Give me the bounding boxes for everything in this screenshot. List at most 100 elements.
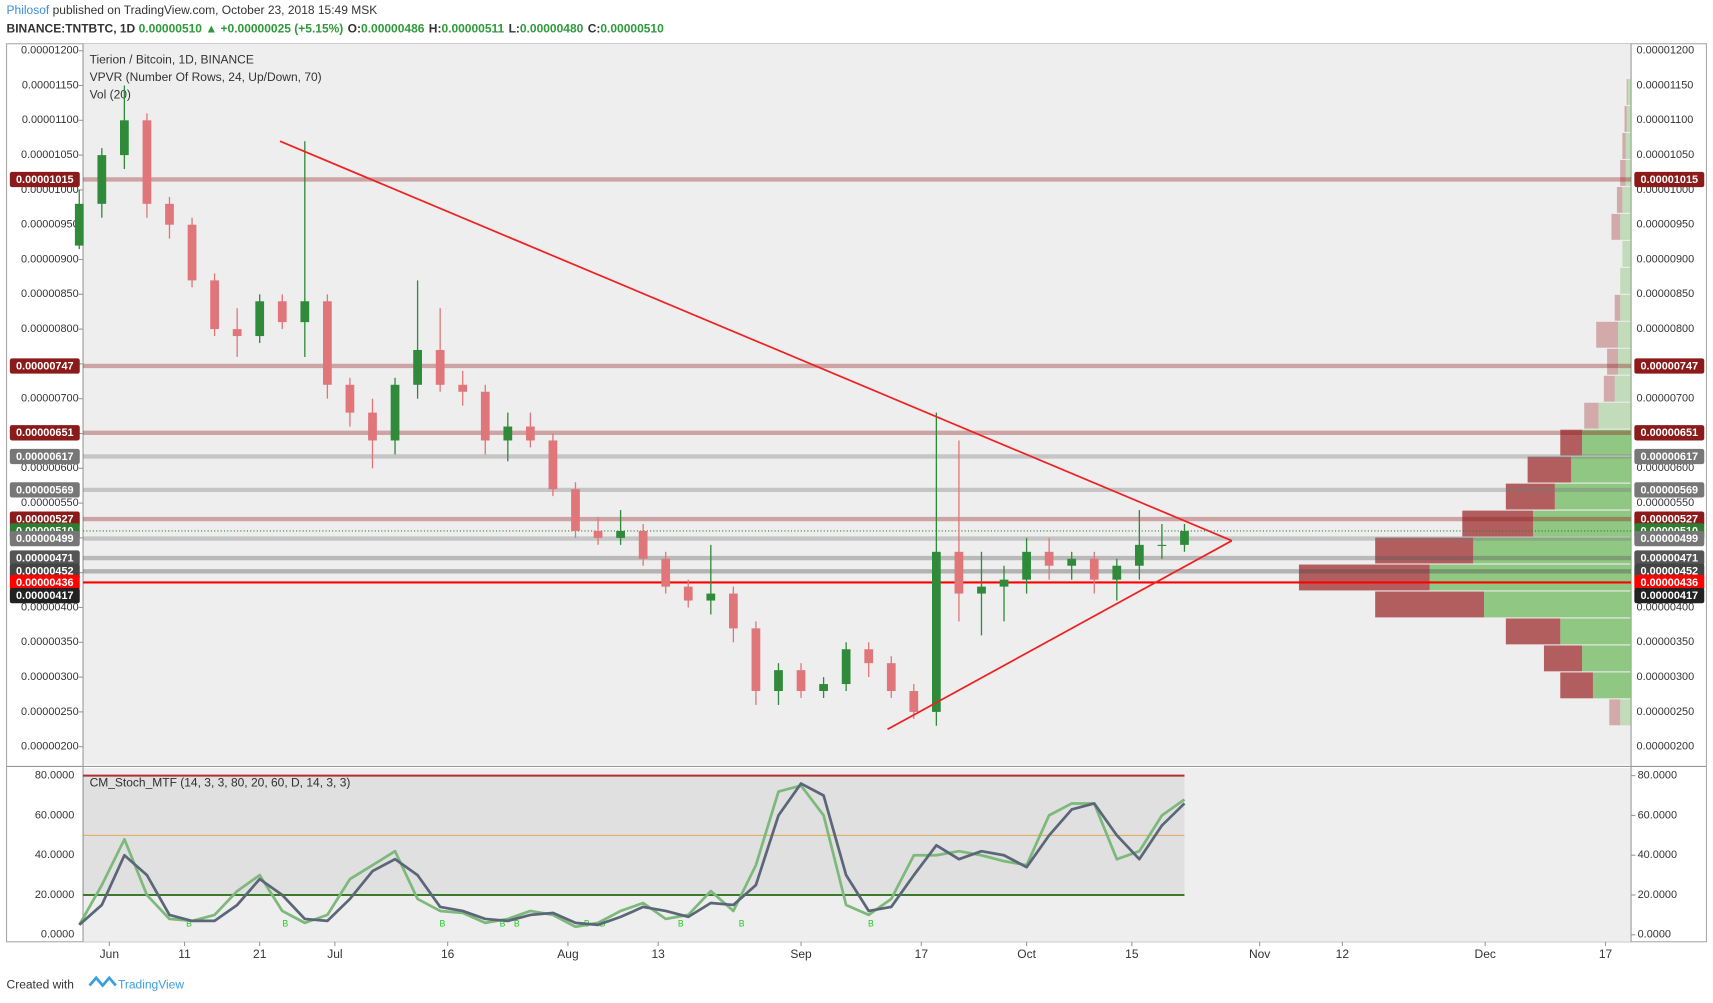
- y-tick-label: 0.00000400: [21, 601, 79, 613]
- x-tick-label: Nov: [1249, 947, 1270, 961]
- candle-body: [526, 426, 535, 441]
- level-box-right: [1634, 511, 1705, 527]
- stoch-line: [78, 782, 1186, 927]
- candle-body: [638, 530, 648, 559]
- vpvr-up: [1592, 672, 1632, 699]
- ohlc-label: C:: [588, 22, 601, 36]
- y-tick-label: 20.0000: [35, 889, 74, 901]
- candle-body: [1134, 544, 1144, 566]
- vpvr-down: [1298, 564, 1430, 591]
- y-tick-label: 0.00001100: [22, 114, 79, 126]
- x-tick-label: 12: [1336, 947, 1350, 961]
- candle-body: [661, 558, 671, 587]
- footer-brand[interactable]: TradingView: [118, 978, 184, 992]
- x-tick-label: Oct: [1017, 947, 1036, 961]
- level-box-right: [1634, 588, 1705, 604]
- vpvr-up: [1429, 564, 1632, 591]
- level-box-left: [9, 550, 80, 566]
- y-tick-label: 0.00001150: [22, 79, 79, 91]
- buy-signal: B: [514, 919, 520, 929]
- candle-body: [796, 670, 806, 692]
- level-label-left: 0.00001015: [16, 174, 74, 186]
- y-tick-label-right: 0.0000: [1638, 929, 1671, 941]
- vpvr-down: [1462, 510, 1534, 537]
- y-tick-label: 60.0000: [35, 809, 74, 821]
- vpvr-down: [1543, 645, 1583, 672]
- buy-signal: B: [500, 919, 506, 929]
- level-label-right: 0.00000499: [1640, 533, 1698, 545]
- y-tick-label-right: 0.00000250: [1637, 706, 1695, 718]
- level-label-right: 0.00000569: [1640, 484, 1698, 496]
- y-tick-label-right: 0.00000200: [1637, 741, 1695, 753]
- buy-signal: B: [439, 919, 445, 929]
- vpvr-up: [1598, 402, 1632, 429]
- x-tick-label: 15: [1125, 947, 1139, 961]
- level-box-right: [1634, 550, 1705, 566]
- x-tick-label: 17: [915, 947, 929, 961]
- vpvr-up: [1533, 510, 1632, 537]
- candle-body: [548, 440, 558, 490]
- ohlc-value: 0.00000510: [600, 22, 664, 36]
- level-label-right: 0.00000471: [1640, 553, 1698, 565]
- x-tick-label: 13: [652, 947, 666, 961]
- level-label-left: 0.00000747: [16, 360, 74, 372]
- level-label-right: 0.00000452: [1640, 566, 1698, 578]
- vpvr-up: [1627, 79, 1632, 105]
- candle-body: [323, 301, 332, 385]
- candle-body: [954, 551, 964, 594]
- candle-body: [210, 280, 219, 330]
- vpvr-down: [1505, 618, 1561, 645]
- author[interactable]: Philosof: [7, 3, 50, 17]
- vpvr-down: [1505, 483, 1555, 510]
- candle-body: [1112, 565, 1122, 580]
- y-tick-label-right: 0.00000950: [1637, 219, 1695, 231]
- candle-body: [841, 649, 851, 685]
- vpvr-up: [1617, 321, 1632, 348]
- vpvr-up: [1560, 618, 1632, 645]
- candle-body: [480, 391, 490, 441]
- y-tick-label-right: 0.00000700: [1637, 393, 1695, 405]
- vpvr-up: [1622, 186, 1632, 213]
- vpvr-down: [1616, 186, 1623, 213]
- y-tick-label-right: 0.00000400: [1637, 601, 1695, 613]
- candle-body: [886, 663, 896, 692]
- vpvr-down: [1584, 402, 1599, 429]
- candle-body: [120, 120, 129, 156]
- vpvr-up: [1620, 294, 1632, 321]
- vpvr-up: [1473, 537, 1632, 564]
- vpvr-down: [1620, 160, 1626, 186]
- candle-body: [368, 412, 377, 441]
- y-tick-label-right: 80.0000: [1638, 770, 1677, 782]
- candle-body: [977, 586, 986, 594]
- y-tick-label-right: 0.00001200: [1637, 45, 1695, 57]
- header-line-2: BINANCE:TNTBTC, 1D 0.00000510 ▲ +0.00000…: [7, 22, 665, 36]
- vpvr-down: [1611, 213, 1621, 240]
- vpvr-down: [1560, 429, 1583, 456]
- level-label-left: 0.00000651: [16, 427, 74, 439]
- x-tick-label: 16: [441, 947, 455, 961]
- y-tick-label-right: 40.0000: [1638, 849, 1677, 861]
- y-tick-label: 0.00000800: [21, 323, 79, 335]
- y-tick-label: 0.00000250: [21, 706, 79, 718]
- level-label-right: 0.00000651: [1640, 427, 1698, 439]
- candle-body: [1157, 544, 1167, 546]
- change: ▲ +0.00000025 (+5.15%): [205, 22, 343, 36]
- y-tick-label-right: 0.00000850: [1637, 288, 1695, 300]
- indicator-vol: Vol (20): [90, 87, 131, 101]
- x-tick-label: Sep: [790, 947, 812, 961]
- y-tick-label-right: 0.00001050: [1637, 149, 1695, 161]
- x-tick-label: Jul: [327, 947, 342, 961]
- level-box-left: [9, 448, 80, 465]
- vpvr-up: [1617, 348, 1632, 375]
- y-tick-label-right: 0.00000600: [1637, 462, 1695, 474]
- level-label-left: 0.00000471: [16, 553, 74, 565]
- y-tick-label-right: 0.00000300: [1637, 671, 1695, 683]
- candle-body: [187, 224, 197, 281]
- level-label-left: 0.00000499: [16, 533, 74, 545]
- level-box-left: [9, 358, 80, 374]
- ohlc-label: L:: [509, 22, 520, 36]
- candle-body: [571, 489, 580, 531]
- candle-body: [751, 628, 761, 692]
- vpvr-down: [1614, 294, 1621, 321]
- y-tick-label-right: 0.00000800: [1637, 323, 1695, 335]
